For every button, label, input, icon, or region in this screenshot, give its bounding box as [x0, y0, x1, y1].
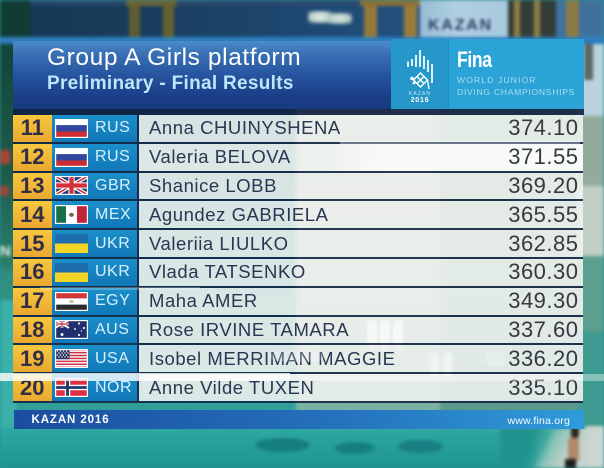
svg-text:KAZAN: KAZAN — [409, 91, 431, 97]
svg-text:2016: 2016 — [411, 97, 430, 103]
